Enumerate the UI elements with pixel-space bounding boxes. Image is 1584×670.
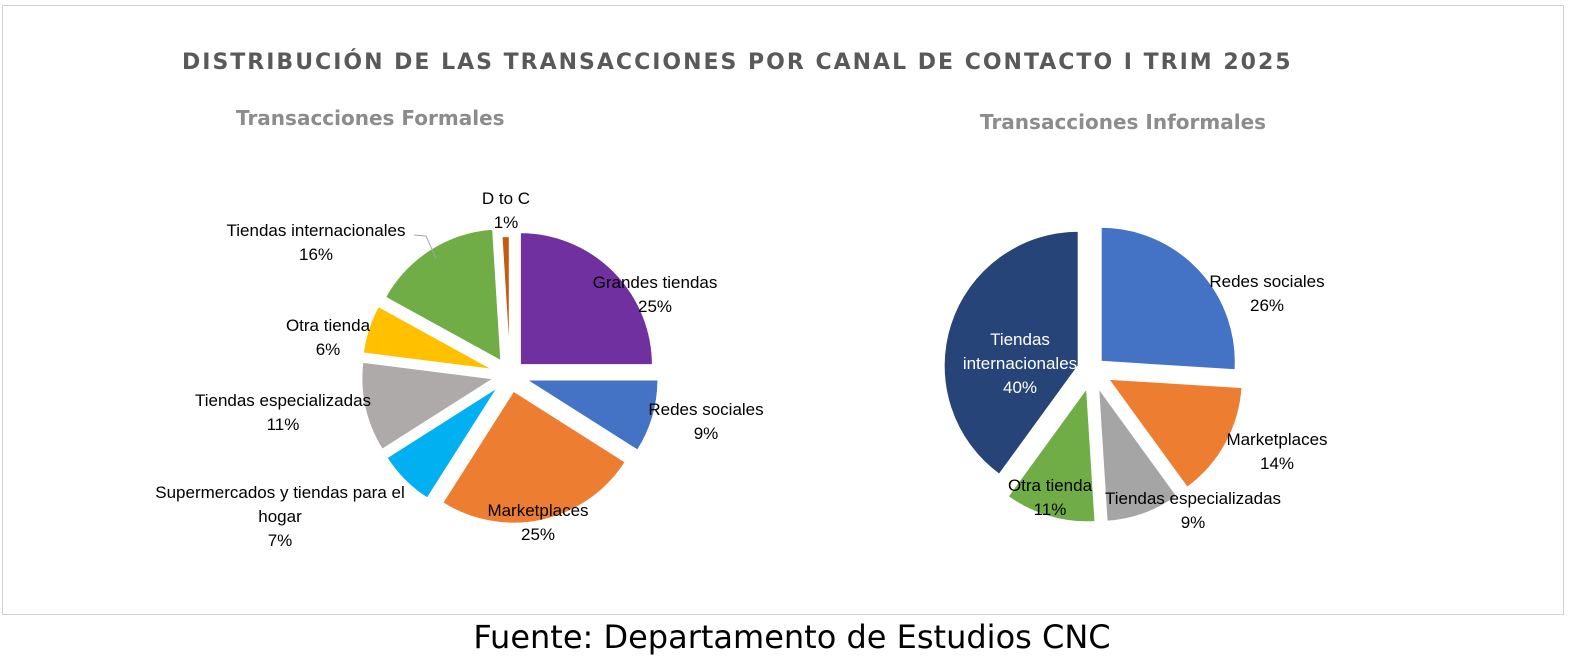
data-label-tiendas-especializadas: Tiendas especializadas 11% <box>195 391 371 434</box>
informal-pie-title: Transacciones Informales <box>980 110 1267 134</box>
pie-slice-d-to-c <box>500 234 511 370</box>
pie-slice-tiendas-especializadas <box>1096 383 1179 523</box>
data-label-tiendas-internacionales: Tiendas internacionales 40% <box>963 330 1077 397</box>
pie-charts: Grandes tiendas 25% Redes sociales 9% Market… <box>155 189 1328 550</box>
pie-slice-otra-tienda <box>361 304 496 372</box>
pie-slice-redes-sociales <box>521 378 660 453</box>
data-label-marketplaces: Marketplaces 14% <box>1226 430 1327 473</box>
data-label-redes-sociales: Redes sociales 26% <box>1209 272 1324 315</box>
data-label-otra-tienda: Otra tienda 11% <box>1008 476 1093 519</box>
pie-slice-tiendas-internacionales <box>942 229 1080 477</box>
data-label-redes-sociales: Redes sociales 9% <box>648 400 763 443</box>
pie-slice-tiendas-especializadas <box>360 360 498 452</box>
source-note: Fuente: Departamento de Estudios CNC <box>473 618 1111 656</box>
pie-slice-redes-sociales <box>1099 225 1237 372</box>
pie-slice-otra-tienda <box>1006 384 1097 524</box>
chart-frame <box>2 5 1564 615</box>
formal-pie-title: Transacciones Formales <box>236 106 505 130</box>
label-leader-line <box>413 234 437 259</box>
pie-slice-marketplaces <box>440 389 628 525</box>
main-title: DISTRIBUCIÓN DE LAS TRANSACCIONES POR CA… <box>182 50 1293 75</box>
data-label-marketplaces: Marketplaces 25% <box>487 501 588 544</box>
pie-slice-grandes-tiendas <box>518 231 654 367</box>
data-label-grandes-tiendas: Grandes tiendas 25% <box>593 273 718 316</box>
data-label-tiendas-internacionales: Tiendas internacionales 16% <box>227 221 406 264</box>
informal-pie: Redes sociales 26% Marketplaces 14% Tiendas … <box>942 225 1328 532</box>
data-label-d-to-c: D to C 1% <box>482 189 530 232</box>
data-label-tiendas-especializadas: Tiendas especializadas 9% <box>1105 489 1281 532</box>
data-label-otra-tienda: Otra tienda 6% <box>286 316 371 359</box>
pie-slice-marketplaces <box>1105 377 1244 490</box>
formal-pie: Grandes tiendas 25% Redes sociales 9% Market… <box>155 189 763 550</box>
pie-slice-tiendas-internacionales <box>383 227 503 364</box>
pie-slice-supermercados-y-tiendas-para-el-hogar <box>385 385 500 500</box>
data-label-supermercados-y-tiendas-para-el-hogar: Supermercados y tiendas para el hogar 7% <box>155 483 404 550</box>
